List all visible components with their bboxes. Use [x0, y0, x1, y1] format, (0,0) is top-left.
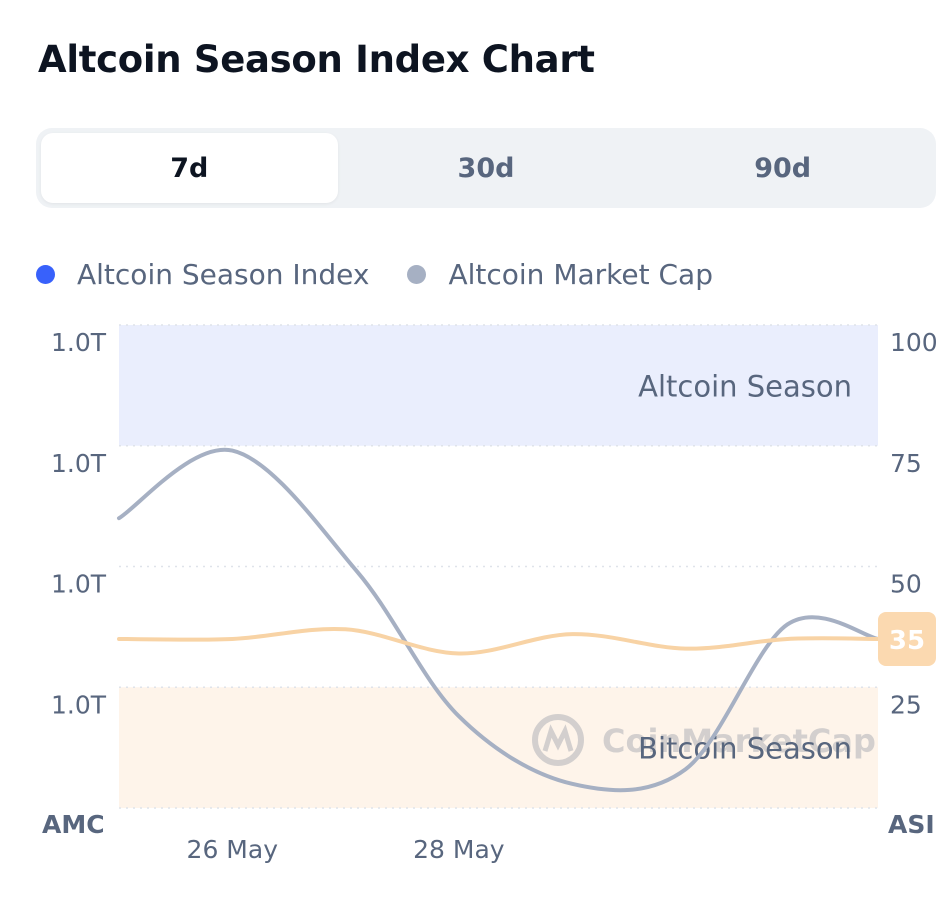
x-axis-tick: 28 May — [413, 835, 505, 864]
altcoin-season-band — [119, 325, 878, 446]
left-axis-tick: 1.0T — [51, 449, 107, 478]
left-axis-tick: 1.0T — [51, 570, 107, 599]
tab-30d[interactable]: 30d — [457, 152, 515, 184]
legend-item-altcoin-season-index[interactable]: Altcoin Season Index — [36, 258, 369, 291]
legend-item-altcoin-market-cap[interactable]: Altcoin Market Cap — [407, 258, 713, 291]
left-axis-tick: 1.0T — [51, 328, 107, 357]
x-axis-tick: 26 May — [187, 835, 279, 864]
right-axis-title: ASI — [888, 810, 935, 839]
tab-90d[interactable]: 90d — [754, 152, 812, 184]
tab-7d[interactable]: 7d — [41, 133, 338, 203]
altcoin-season-label: Altcoin Season — [638, 369, 852, 403]
current-value-text: 35 — [889, 626, 925, 656]
series-line-altcoin-season-index — [117, 626, 880, 656]
watermark-text: CoinMarketCap — [602, 722, 876, 760]
right-axis-tick: 25 — [890, 690, 922, 719]
left-axis-title: AMC — [42, 810, 105, 839]
timeframe-tabs: 7d 30d 90d — [36, 128, 936, 208]
right-axis-tick: 50 — [890, 570, 922, 599]
chart-legend: Altcoin Season Index Altcoin Market Cap — [36, 258, 751, 291]
bitcoin-season-label: Bitcoin Season — [638, 732, 852, 766]
legend-dot-icon — [36, 265, 55, 284]
series-line-altcoin-market-cap — [117, 447, 880, 793]
legend-label: Altcoin Market Cap — [448, 258, 713, 291]
page-title: Altcoin Season Index Chart — [38, 38, 595, 81]
legend-label: Altcoin Season Index — [77, 258, 370, 291]
coinmarketcap-watermark-icon — [532, 714, 584, 766]
current-value-badge — [878, 611, 936, 666]
left-axis-tick: 1.0T — [51, 690, 107, 719]
right-axis-tick: 75 — [890, 449, 922, 478]
right-axis-tick: 100 — [890, 328, 938, 357]
legend-dot-icon — [407, 265, 427, 284]
